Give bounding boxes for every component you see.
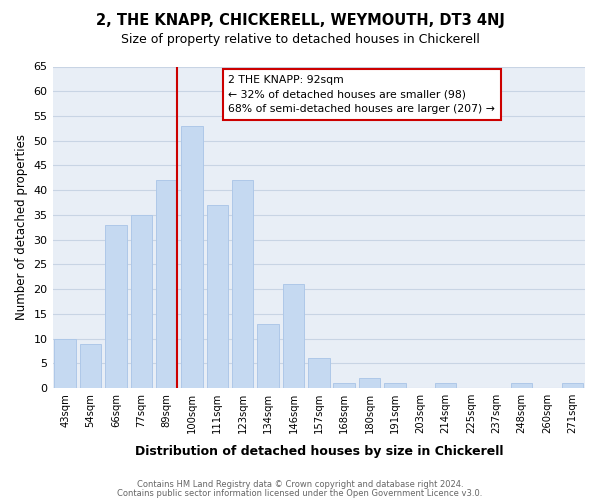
Bar bbox=[55, 338, 76, 388]
Text: Contains public sector information licensed under the Open Government Licence v3: Contains public sector information licen… bbox=[118, 488, 482, 498]
Bar bbox=[232, 180, 253, 388]
Bar bbox=[511, 383, 532, 388]
X-axis label: Distribution of detached houses by size in Chickerell: Distribution of detached houses by size … bbox=[134, 444, 503, 458]
Bar bbox=[156, 180, 178, 388]
Text: 2 THE KNAPP: 92sqm
← 32% of detached houses are smaller (98)
68% of semi-detache: 2 THE KNAPP: 92sqm ← 32% of detached hou… bbox=[228, 74, 495, 114]
Bar bbox=[334, 383, 355, 388]
Text: Size of property relative to detached houses in Chickerell: Size of property relative to detached ho… bbox=[121, 32, 479, 46]
Y-axis label: Number of detached properties: Number of detached properties bbox=[15, 134, 28, 320]
Bar bbox=[283, 284, 304, 388]
Bar bbox=[80, 344, 101, 388]
Text: 2, THE KNAPP, CHICKERELL, WEYMOUTH, DT3 4NJ: 2, THE KNAPP, CHICKERELL, WEYMOUTH, DT3 … bbox=[95, 12, 505, 28]
Bar bbox=[105, 225, 127, 388]
Bar bbox=[384, 383, 406, 388]
Bar bbox=[435, 383, 457, 388]
Text: Contains HM Land Registry data © Crown copyright and database right 2024.: Contains HM Land Registry data © Crown c… bbox=[137, 480, 463, 489]
Bar bbox=[308, 358, 329, 388]
Bar bbox=[562, 383, 583, 388]
Bar bbox=[359, 378, 380, 388]
Bar bbox=[181, 126, 203, 388]
Bar bbox=[257, 324, 279, 388]
Bar bbox=[131, 215, 152, 388]
Bar bbox=[206, 205, 228, 388]
